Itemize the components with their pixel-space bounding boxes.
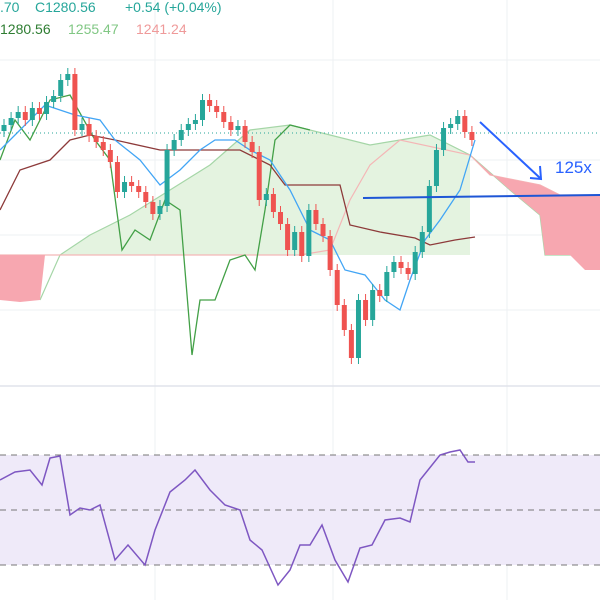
candle-body [114,162,120,192]
candle-body [285,224,291,250]
candle-body [299,232,305,256]
candle-body [22,112,28,120]
candle-body [150,202,156,214]
rsi-line [0,449,475,587]
cloud-green [60,125,470,255]
candle-body [44,102,50,114]
candle-body [469,132,475,140]
candle-body [86,124,92,136]
ohlc-open: .70 [0,0,20,15]
candle-body [313,210,319,224]
candle-body [100,142,106,150]
span-a [39,124,600,301]
candle-body [214,106,220,112]
candle-body [377,290,383,296]
candle-body [65,74,71,80]
candle-body [36,108,42,114]
candle-body [171,140,177,150]
candle-body [207,100,213,106]
candle-body [426,186,432,232]
candle-body [136,186,142,192]
candle-body [164,150,170,206]
candle-body [292,232,298,250]
candle-body [200,100,206,120]
candle-body [433,150,439,186]
candle-body [370,290,376,320]
cloud-red-left [0,255,45,302]
candle-body [79,124,85,130]
candle-body [228,122,234,130]
candle-body [306,210,312,256]
candle-body [363,300,369,320]
candle-body [29,108,35,120]
candle-body [93,136,99,142]
candle-body [448,124,454,128]
arrow-head [529,165,543,181]
cloud-red-right [470,155,600,270]
candle-body [270,194,276,212]
candle-body [129,182,135,186]
arrow-shaft [479,121,541,179]
candle-body [441,128,447,150]
candle-body [384,272,390,296]
candle-body [405,268,411,274]
candle-body [51,96,57,102]
candle-body [185,124,191,130]
candle-body [355,300,361,358]
rsi-levels [0,454,600,566]
candle-body [327,236,333,270]
candle-body [242,126,248,142]
ohlc-close: C1280.56 [35,0,96,15]
candle-body [320,224,326,236]
candle-body [419,232,425,252]
candle-body [157,206,163,214]
base-line [0,134,476,246]
candle-body [72,74,78,130]
candle-body [334,270,340,305]
candle-body [348,330,354,358]
candle-body [341,305,347,330]
candle-body [143,192,149,202]
candle-body [412,252,418,274]
candle-body [8,118,14,125]
candle-body [277,212,283,224]
ichimoku-span-b: 1241.24 [136,21,187,37]
candle-body [1,125,7,131]
span-b [0,139,600,256]
ohlc-change: +0.54 (+0.04%) [125,0,222,15]
candle-body [192,120,198,124]
candle-body [235,126,241,130]
candle-body [58,80,64,96]
lagging-span [0,94,311,356]
annotation: 125x [555,158,592,177]
candle-body [122,182,128,192]
candle-body [256,152,262,200]
candle-body [107,150,113,162]
candle-body [398,262,404,268]
candle-body [178,130,184,140]
candles [1,68,475,364]
candle-body [263,194,269,200]
drawn-line [362,194,600,199]
candle-body [249,142,255,152]
candle-body [15,112,21,118]
ichimoku-span-a: 1255.47 [68,21,119,37]
candle-body [462,116,468,132]
candle-body [221,112,227,122]
candle-body [455,116,461,124]
ichimoku-lagging: 1280.56 [0,21,51,37]
candle-body [391,262,397,272]
